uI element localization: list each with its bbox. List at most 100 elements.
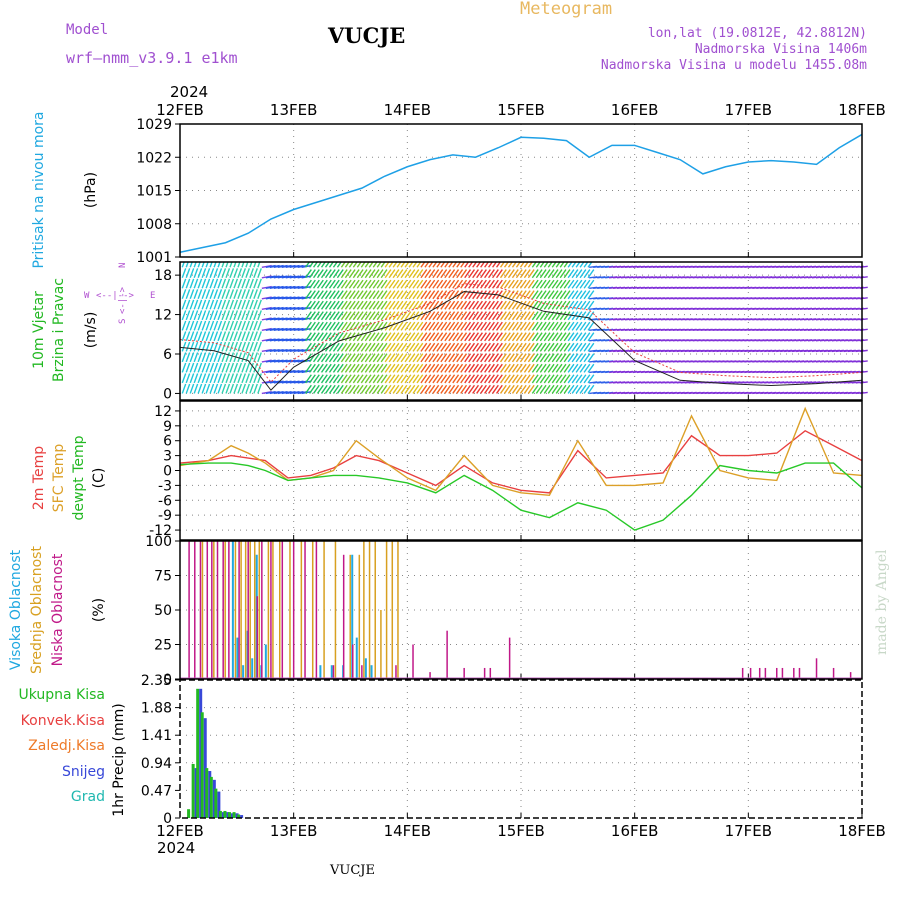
wind-arrow	[555, 353, 563, 363]
wind-arrow	[579, 262, 585, 268]
wind-arrow	[511, 363, 519, 373]
wind-arrow	[189, 331, 195, 342]
wind-arrow	[503, 353, 511, 363]
wind-arrow	[348, 363, 356, 373]
wind-arrow	[551, 332, 559, 342]
wind-arrow	[456, 300, 464, 310]
wind-arrow	[360, 290, 368, 300]
y-tick-label: 12	[154, 404, 172, 420]
wind-arrow	[583, 262, 589, 268]
wind-arrow	[539, 290, 547, 300]
wind-arrow	[400, 300, 408, 310]
wind-arrow	[233, 320, 239, 331]
wind-arrow	[448, 279, 456, 289]
wind-arrow	[193, 373, 199, 384]
wind-arrow	[503, 300, 511, 310]
wind-arrow	[535, 290, 543, 300]
wind-arrow	[448, 353, 456, 363]
wind-arrow	[305, 300, 312, 310]
wind-arrow	[225, 331, 231, 342]
wind-arrow	[460, 321, 468, 331]
wind-arrow	[376, 332, 384, 342]
wind-arrow	[352, 353, 360, 363]
wind-arrow	[388, 332, 396, 342]
wind-arrow	[531, 311, 539, 321]
wind-arrow	[444, 332, 452, 342]
wind-arrow	[316, 300, 324, 310]
wind-arrow	[396, 321, 404, 331]
wind-arrow	[571, 300, 579, 310]
wind-arrow	[535, 363, 543, 373]
wind-arrow	[392, 262, 398, 268]
wind-arrow	[507, 353, 515, 363]
wind-arrow	[372, 269, 380, 279]
wind-arrow	[468, 262, 474, 268]
wind-arrow	[324, 300, 332, 310]
wind-arrow	[360, 384, 368, 394]
y-tick-label: 6	[163, 347, 172, 363]
wind-arrow	[575, 384, 583, 394]
wind-arrow	[519, 342, 527, 352]
wind-arrow	[392, 300, 400, 310]
wind-arrow	[372, 262, 378, 268]
wind-arrow	[416, 374, 424, 384]
wind-arrow	[348, 311, 356, 321]
wind-arrow	[559, 332, 567, 342]
wind-arrow	[539, 384, 547, 394]
wind-arrow	[348, 300, 356, 310]
wind-arrow	[332, 342, 340, 352]
wind-arrow	[185, 278, 191, 289]
wind-arrow	[519, 384, 527, 394]
wind-arrow	[189, 320, 195, 331]
wind-arrow	[213, 278, 219, 289]
wind-arrow	[563, 353, 571, 363]
wind-arrow	[400, 321, 408, 331]
wind-arrow	[412, 300, 420, 310]
wind-arrow	[547, 374, 555, 384]
pressure-unit: (hPa)	[83, 172, 99, 208]
wind-arrow	[492, 363, 499, 373]
wind-arrow	[316, 262, 323, 268]
precip-bar-total	[232, 812, 236, 818]
wind-arrow	[348, 262, 354, 268]
wind-arrow	[499, 332, 507, 342]
wind-arrow	[432, 311, 440, 321]
wind-arrow	[567, 384, 575, 394]
wind-arrow	[476, 279, 483, 289]
wind-arrow	[460, 374, 468, 384]
wind-arrow	[309, 384, 316, 394]
wind-arrow	[468, 353, 476, 363]
panel-frame-wind	[179, 261, 863, 401]
wind-arrow	[360, 363, 368, 373]
wind-arrow	[344, 342, 352, 352]
wind-arrow	[229, 362, 235, 373]
wind-arrow	[551, 290, 559, 300]
wind-arrow	[567, 262, 573, 268]
wind-arrow	[456, 321, 464, 331]
wind-arrow	[412, 332, 420, 342]
wind-arrow	[444, 353, 452, 363]
wind-arrow	[241, 268, 247, 279]
wind-arrow	[344, 321, 352, 331]
wind-arrow	[559, 300, 567, 310]
wind-arrow	[404, 269, 412, 279]
wind-arrow	[484, 353, 491, 363]
wind-arrow	[249, 341, 254, 352]
wind-arrow	[233, 362, 239, 373]
wind-arrow	[559, 353, 567, 363]
wind-arrow	[535, 353, 543, 363]
wind-arrow	[543, 300, 551, 310]
wind-arrow	[575, 374, 583, 384]
wind-arrow	[579, 374, 587, 384]
wind-arrow	[348, 374, 356, 384]
wind-arrow	[468, 279, 476, 289]
wind-arrow	[563, 363, 571, 373]
wind-arrow	[468, 363, 476, 373]
wind-arrow	[249, 299, 254, 310]
wind-arrow	[563, 311, 571, 321]
wind-speed-line	[179, 291, 863, 391]
wind-arrow	[392, 332, 400, 342]
wind-arrow	[456, 342, 464, 352]
compass-w: W	[84, 291, 90, 301]
wind-arrow	[193, 310, 199, 321]
